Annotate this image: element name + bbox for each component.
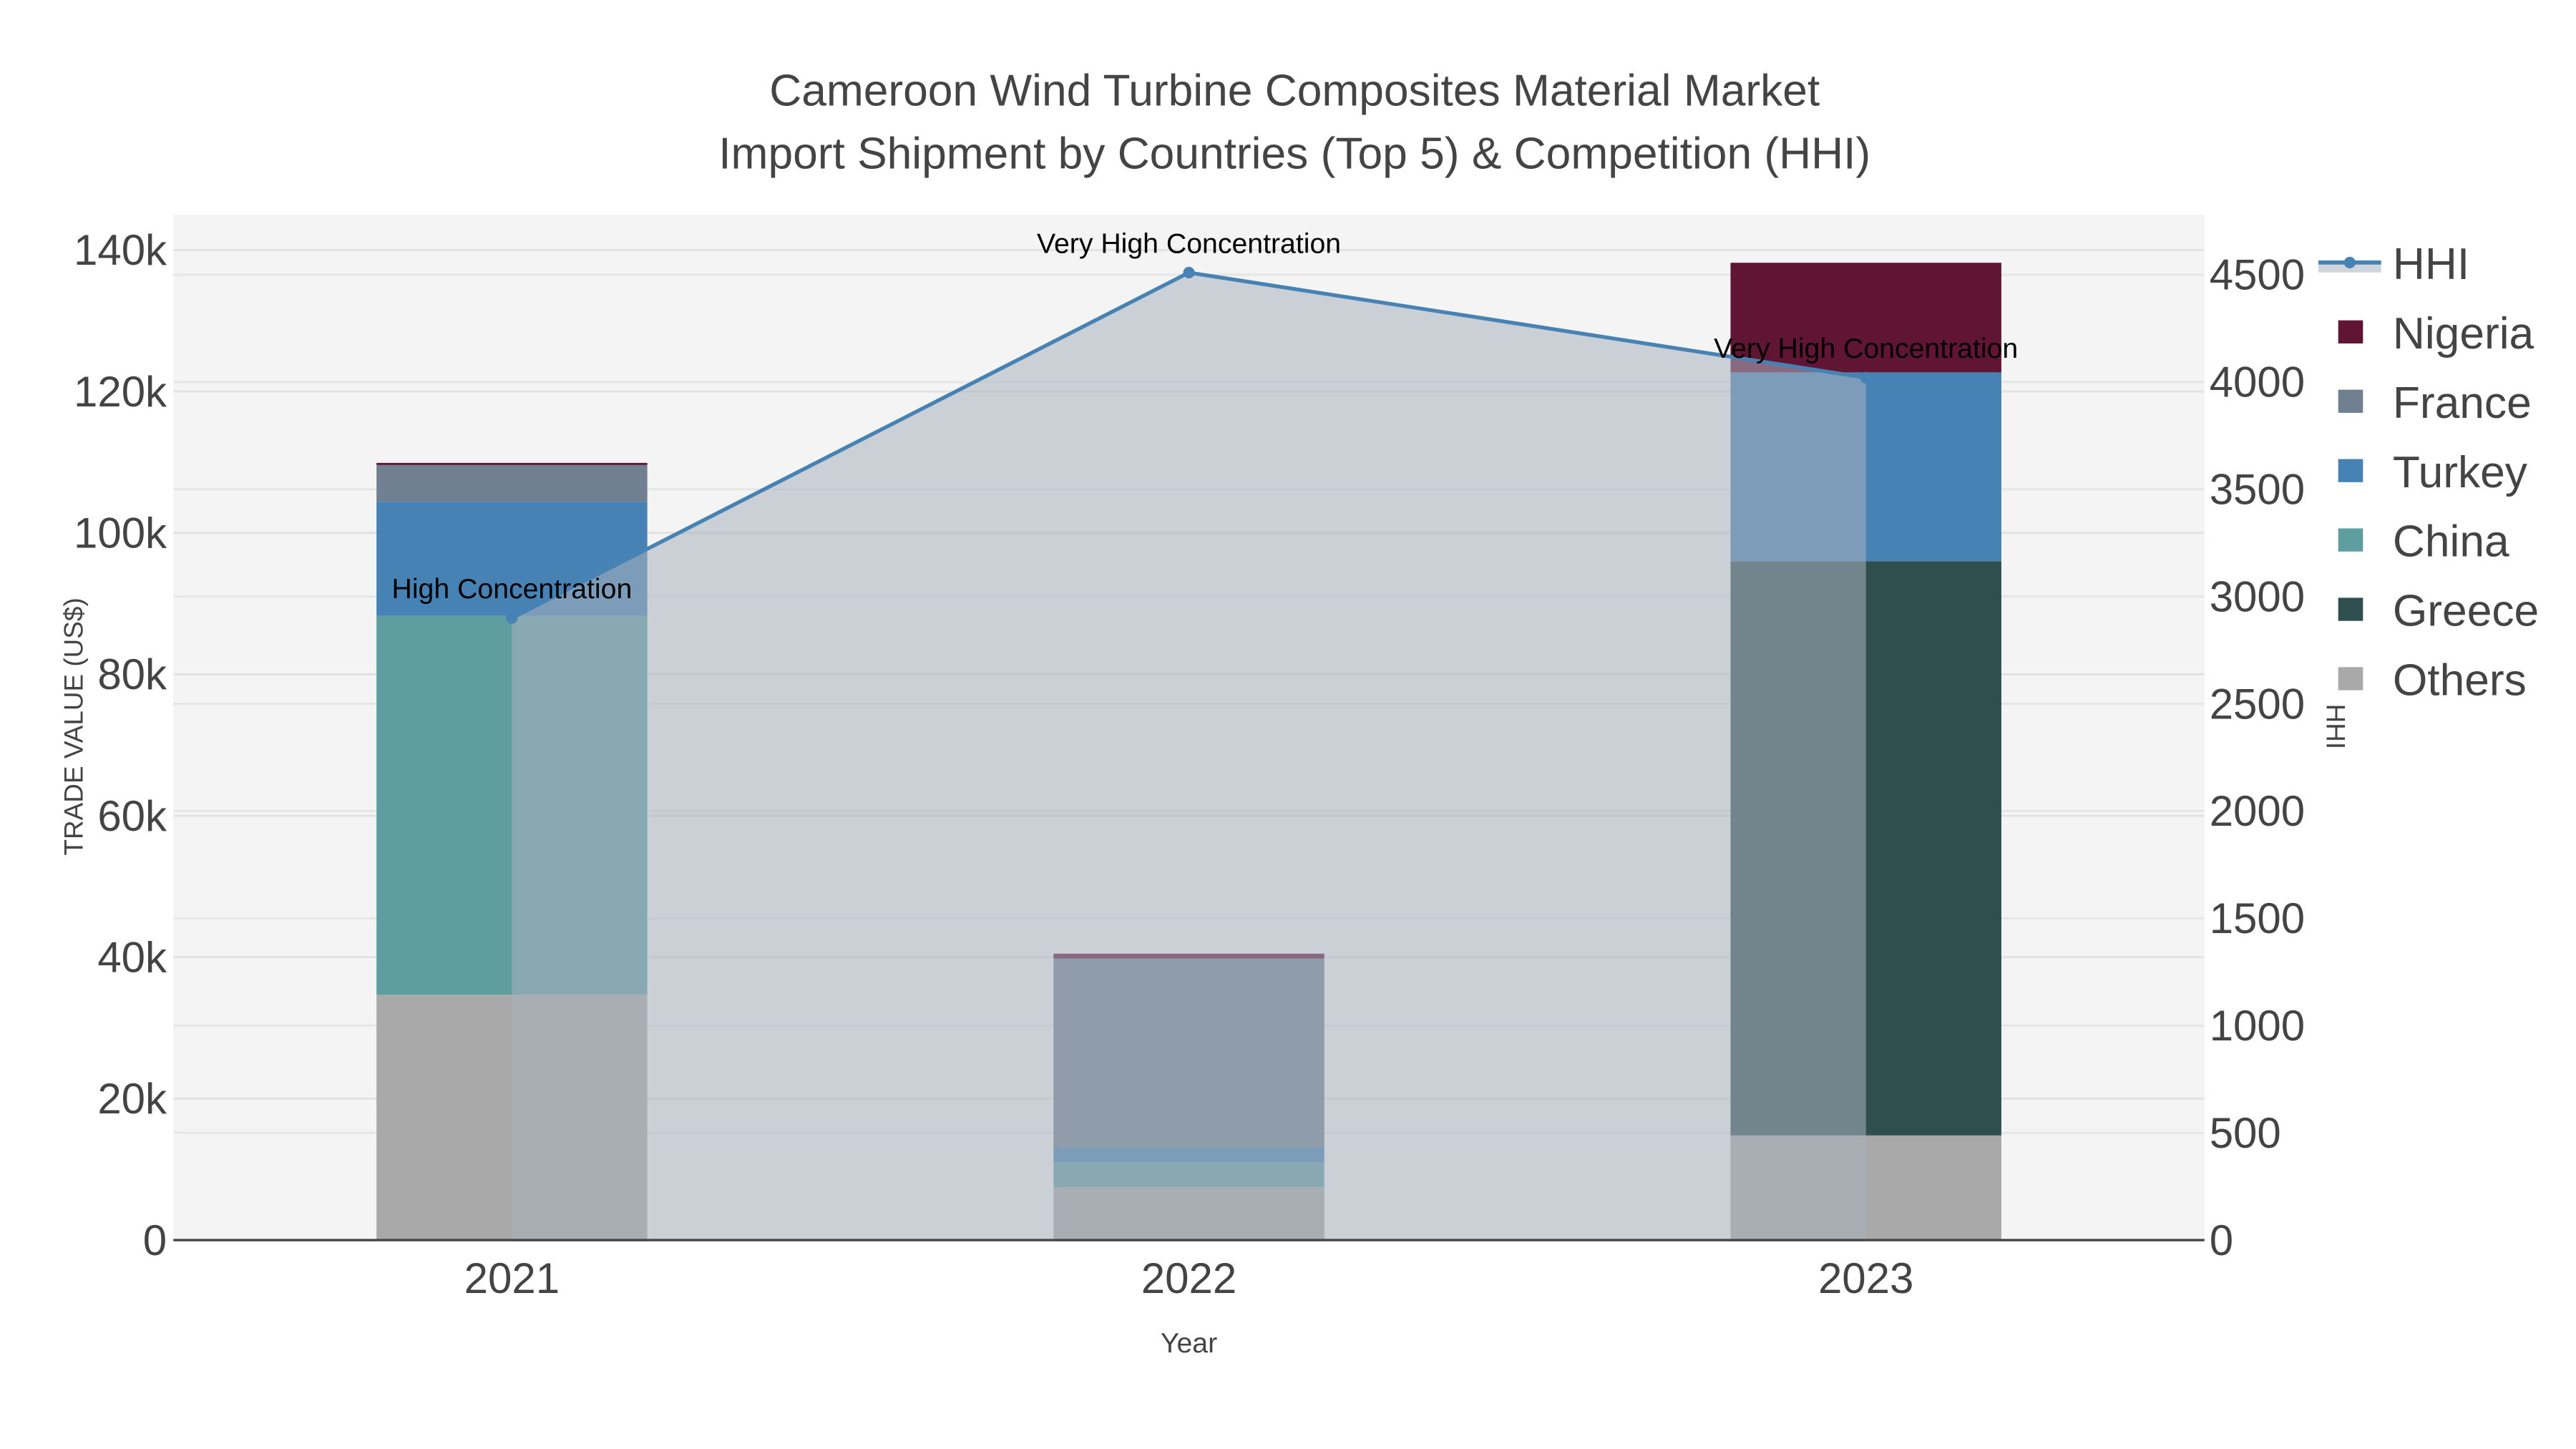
y2-axis-title: HHI [2321, 704, 2351, 750]
hhi-point [1860, 371, 1872, 384]
y2-tick-label: 0 [2210, 1216, 2233, 1264]
bar-nigeria-2021 [376, 462, 648, 465]
y-tick-label: 20k [97, 1075, 167, 1123]
x-tick-label: 2021 [464, 1254, 560, 1302]
hhi-annotation: Very High Concentration [1037, 228, 1341, 259]
legend-swatch-icon [2338, 667, 2363, 691]
legend-label: HHI [2393, 240, 2469, 289]
y2-tick-label: 1500 [2210, 894, 2305, 942]
x-tick-label: 2023 [1818, 1254, 1913, 1302]
y-tick-label: 100k [74, 509, 167, 557]
hhi-point [1183, 266, 1195, 279]
y-axis-title: TRADE VALUE (US$) [59, 597, 88, 855]
hhi-annotation: Very High Concentration [1714, 333, 2018, 364]
legend-label: China [2393, 517, 2509, 567]
legend-label: Others [2393, 656, 2527, 706]
legend-swatch-icon [2338, 597, 2363, 621]
legend-swatch-icon [2338, 320, 2363, 343]
y2-tick-label: 500 [2210, 1109, 2281, 1157]
hhi-annotation: High Concentration [392, 573, 633, 605]
legend-label: Nigeria [2393, 309, 2534, 358]
legend-item-china[interactable]: China [2338, 517, 2509, 567]
legend-item-turkey[interactable]: Turkey [2338, 448, 2528, 497]
bar-nigeria-2023 [1730, 263, 2001, 373]
legend-item-others[interactable]: Others [2338, 656, 2527, 706]
y-tick-label: 80k [97, 650, 167, 698]
hhi-point [506, 612, 518, 624]
y-tick-label: 120k [74, 368, 167, 416]
legend-item-france[interactable]: France [2338, 379, 2532, 428]
legend-label: France [2393, 379, 2532, 428]
y-tick-label: 60k [97, 792, 167, 840]
legend-swatch-icon [2338, 528, 2363, 552]
x-tick-label: 2022 [1141, 1254, 1236, 1302]
legend-label: Turkey [2393, 448, 2528, 497]
legend-item-hhi[interactable]: HHI [2318, 240, 2469, 289]
legend-marker-icon [2343, 256, 2356, 268]
legend-swatch-icon [2338, 389, 2363, 413]
chart-title-line2: Import Shipment by Countries (Top 5) & C… [718, 129, 1870, 178]
y2-tick-label: 3000 [2210, 572, 2305, 620]
y-tick-label: 140k [74, 226, 167, 274]
y-tick-label: 0 [143, 1216, 167, 1264]
x-axis-title: Year [1161, 1327, 1217, 1359]
chart-title-line1: Cameroon Wind Turbine Composites Materia… [769, 67, 1820, 116]
y2-tick-label: 2500 [2210, 680, 2305, 728]
y2-tick-label: 1000 [2210, 1002, 2305, 1050]
y2-tick-label: 3500 [2210, 466, 2305, 514]
hhi-area [512, 272, 1866, 1241]
legend-item-greece[interactable]: Greece [2338, 587, 2539, 636]
y-tick-label: 40k [97, 934, 167, 982]
y2-tick-label: 4500 [2210, 251, 2305, 299]
y2-tick-label: 2000 [2210, 787, 2305, 835]
y2-tick-label: 4000 [2210, 358, 2305, 406]
legend-label: Greece [2393, 587, 2539, 636]
bar-france-2021 [376, 464, 648, 502]
legend-swatch-icon [2338, 459, 2363, 482]
legend-item-nigeria[interactable]: Nigeria [2338, 309, 2534, 358]
